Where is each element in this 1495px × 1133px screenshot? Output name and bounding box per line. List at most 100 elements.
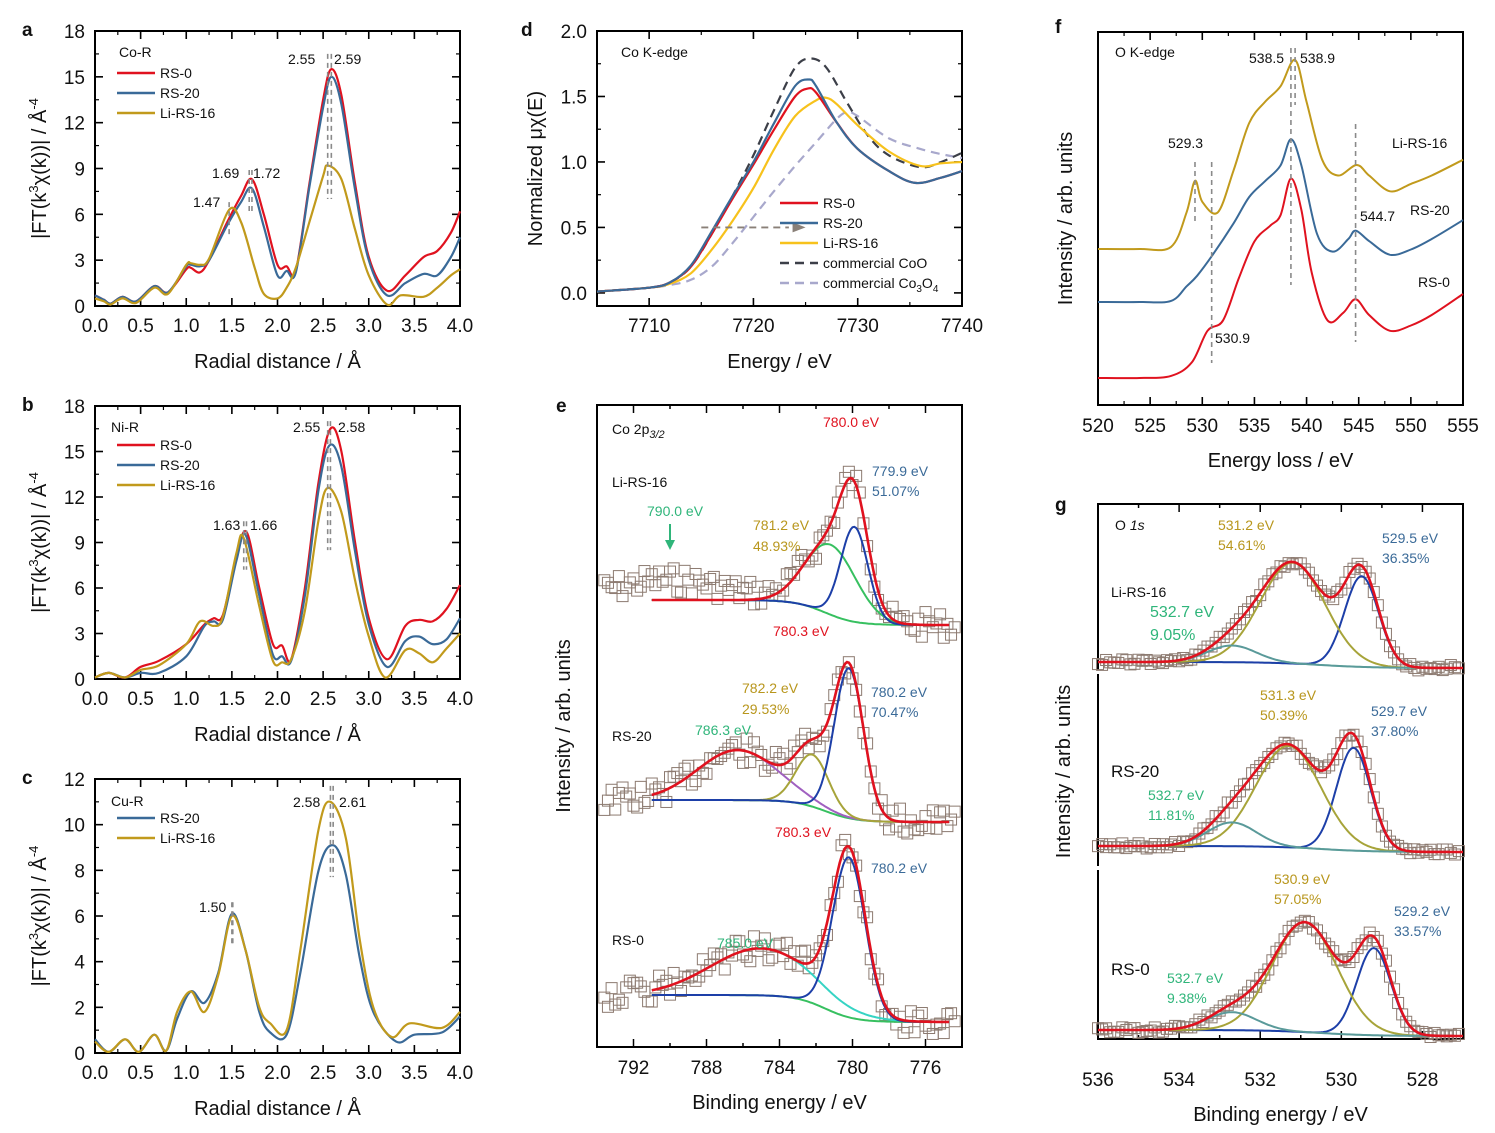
data-marker: [1428, 1026, 1441, 1039]
data-marker: [1140, 653, 1153, 666]
data-marker: [1347, 950, 1360, 963]
series-line-rs-20: [94, 443, 461, 679]
y-tick-label: 10: [64, 816, 85, 837]
data-marker: [1331, 585, 1344, 598]
data-marker: [660, 573, 673, 586]
data-marker: [627, 977, 640, 990]
panel-a-title: Co-R: [119, 44, 152, 60]
x-tick-label: 0.5: [127, 1063, 153, 1084]
data-marker: [605, 982, 618, 995]
x-tick-label: 3.0: [356, 1063, 382, 1084]
data-marker: [1302, 566, 1315, 579]
panel-b-ni-r: 0.0 0.5 1.0 1.5 2.0 2.5 3.0 3.5 4.0 0 3 6 9 12 15 18 |FT…: [26, 397, 473, 746]
panel-d-title: Co K-edge: [621, 44, 688, 60]
data-marker: [612, 570, 625, 583]
x-tick-label: 532: [1244, 1070, 1276, 1091]
g-li-olive-ev: 531.2 eV: [1218, 517, 1275, 533]
x-tick-label: 1.0: [173, 689, 199, 710]
x-tick-label: 2.0: [264, 1063, 290, 1084]
peak-pct-70-47: 70.47%: [871, 704, 918, 720]
data-marker: [758, 764, 771, 777]
g-rs20-olive-ev: 531.3 eV: [1260, 687, 1317, 703]
data-marker: [1250, 764, 1263, 777]
data-marker: [612, 993, 625, 1006]
data-marker: [1128, 1022, 1141, 1035]
data-marker: [810, 949, 822, 962]
data-marker: [773, 937, 786, 950]
panel-b-title: Ni-R: [111, 419, 139, 435]
peak-label-780-3-rs20: 780.3 eV: [773, 623, 830, 639]
data-marker: [777, 747, 790, 760]
x-tick-label: 534: [1163, 1070, 1195, 1091]
x-tick-label: 1.5: [219, 689, 245, 710]
data-marker: [780, 568, 793, 581]
data-marker: [912, 612, 925, 625]
series-line-rs-20: [1097, 138, 1464, 304]
data-marker: [598, 574, 611, 587]
data-marker: [693, 574, 706, 587]
data-marker: [1262, 963, 1275, 976]
annotation-1-50: 1.50: [199, 899, 226, 915]
y-axis-title: |FT(k3χ(k))| / Å-4: [26, 846, 51, 987]
data-marker: [1246, 767, 1259, 780]
data-marker: [609, 803, 622, 816]
peak-pct-48-93: 48.93%: [753, 538, 800, 554]
data-marker: [685, 778, 698, 791]
data-marker: [715, 579, 728, 592]
main-component: [651, 856, 950, 1023]
data-marker: [1108, 1025, 1121, 1038]
data-marker: [948, 805, 961, 818]
panel-d-co-k-edge: 7710 7720 7730 7740 0.0 0.5 1.0 1.5 2.0 Energy / …: [525, 22, 983, 373]
data-marker: [1298, 563, 1311, 576]
peak-label-786-3: 786.3 eV: [695, 722, 752, 738]
panel-e-title: Co 2p3/2: [612, 421, 665, 441]
annotation-2-55: 2.55: [288, 51, 315, 67]
data-marker: [1428, 848, 1441, 861]
data-marker: [875, 794, 888, 807]
data-marker: [704, 959, 717, 972]
y-tick-label: 2.0: [561, 22, 587, 43]
data-marker: [704, 573, 717, 586]
data-marker: [755, 939, 768, 952]
data-marker: [667, 562, 680, 575]
g-rs20-olive-pct: 50.39%: [1260, 707, 1307, 723]
data-marker: [682, 759, 695, 772]
peak-label-780-2-rs0: 780.2 eV: [871, 860, 928, 876]
data-marker: [729, 575, 742, 588]
data-marker: [908, 1026, 921, 1039]
data-marker: [1355, 938, 1368, 951]
data-marker: [689, 567, 702, 580]
x-tick-label: 7710: [628, 316, 670, 337]
x-tick-label: 1.5: [219, 316, 245, 337]
data-marker: [1233, 785, 1246, 798]
data-marker: [1359, 565, 1372, 578]
legend-label: RS-20: [160, 810, 200, 826]
data-marker: [1120, 654, 1133, 667]
data-marker: [678, 564, 691, 577]
data-marker: [653, 565, 666, 578]
data-marker: [886, 600, 899, 613]
data-marker: [839, 833, 852, 846]
sample-label-li-rs-16-f: Li-RS-16: [1392, 135, 1447, 151]
data-marker: [1144, 657, 1157, 670]
data-marker: [1436, 843, 1449, 856]
data-marker: [605, 581, 618, 594]
x-tick-label: 2.5: [310, 689, 336, 710]
data-marker: [820, 524, 833, 537]
x-axis-title: Energy / eV: [727, 351, 832, 373]
y-tick-label: 4: [74, 953, 85, 974]
data-marker: [1351, 942, 1364, 955]
data-marker: [1343, 565, 1356, 578]
data-marker: [601, 1000, 614, 1013]
x-axis-title: Radial distance / Å: [194, 350, 361, 373]
annotation-1-47: 1.47: [193, 194, 220, 210]
data-marker: [915, 630, 928, 643]
g-li-green-ev: 532.7 eV: [1150, 604, 1214, 621]
data-marker: [788, 945, 801, 958]
panel-g-title: O 1s: [1115, 517, 1145, 533]
series-line-li-rs-16: [596, 96, 963, 293]
x-tick-label: 4.0: [447, 689, 473, 710]
data-marker: [1444, 659, 1457, 672]
data-marker: [620, 981, 633, 994]
